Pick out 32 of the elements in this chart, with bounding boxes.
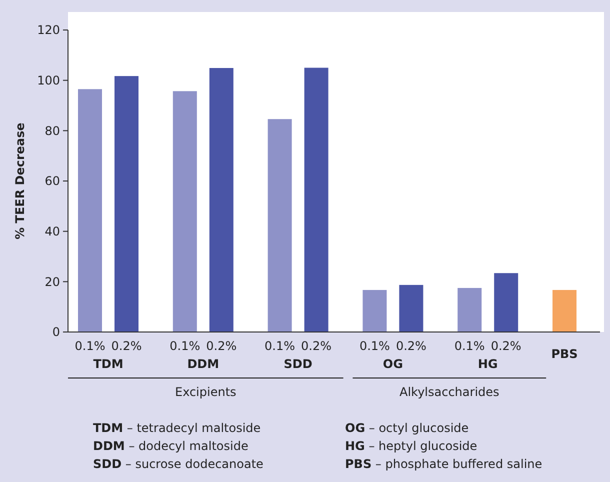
x-tick-label: 0.1% [264, 339, 296, 353]
text: PBS – phosphate buffered saline [345, 457, 542, 471]
text: HG [478, 357, 498, 371]
y-tick-label: 40 [44, 224, 60, 239]
text: OG [382, 357, 403, 371]
x-tick-label: 0.2% [396, 339, 426, 353]
y-tick-label: 0 [52, 325, 60, 340]
text: PBS [551, 347, 578, 361]
x-tick-label: 0.1% [359, 339, 390, 353]
x-tick-label: 0.1% [170, 339, 200, 353]
text: HG – heptyl glucoside [345, 439, 478, 453]
x-tick-label: 0.2% [206, 339, 237, 353]
x-tick-label: 0.2% [301, 339, 332, 353]
y-axis-title: % TEER Decrease [13, 122, 27, 240]
x-tick-label: 0.1% [454, 339, 485, 353]
text: OG – octyl glucoside [345, 421, 469, 435]
text: Excipients [174, 385, 236, 399]
x-tick-label: 0.1% [74, 339, 106, 353]
text: TDM [93, 357, 124, 371]
text: TDM – tetradecyl maltoside [93, 421, 261, 435]
text: DDM [187, 357, 220, 371]
y-tick-label: 20 [44, 274, 60, 289]
text: SDD [284, 357, 312, 371]
y-tick-label: 120 [37, 23, 60, 38]
y-tick-label: 80 [44, 124, 60, 138]
text: SDD – sucrose dodecanoate [93, 457, 264, 471]
text: DDM – dodecyl maltoside [93, 439, 248, 453]
x-tick-label: 0.2% [111, 339, 142, 353]
y-tick-label: 60 [44, 174, 60, 188]
text: Alkylsaccharides [400, 385, 500, 399]
x-tick-label: 0.2% [490, 339, 522, 353]
y-tick-label: 100 [37, 74, 60, 88]
